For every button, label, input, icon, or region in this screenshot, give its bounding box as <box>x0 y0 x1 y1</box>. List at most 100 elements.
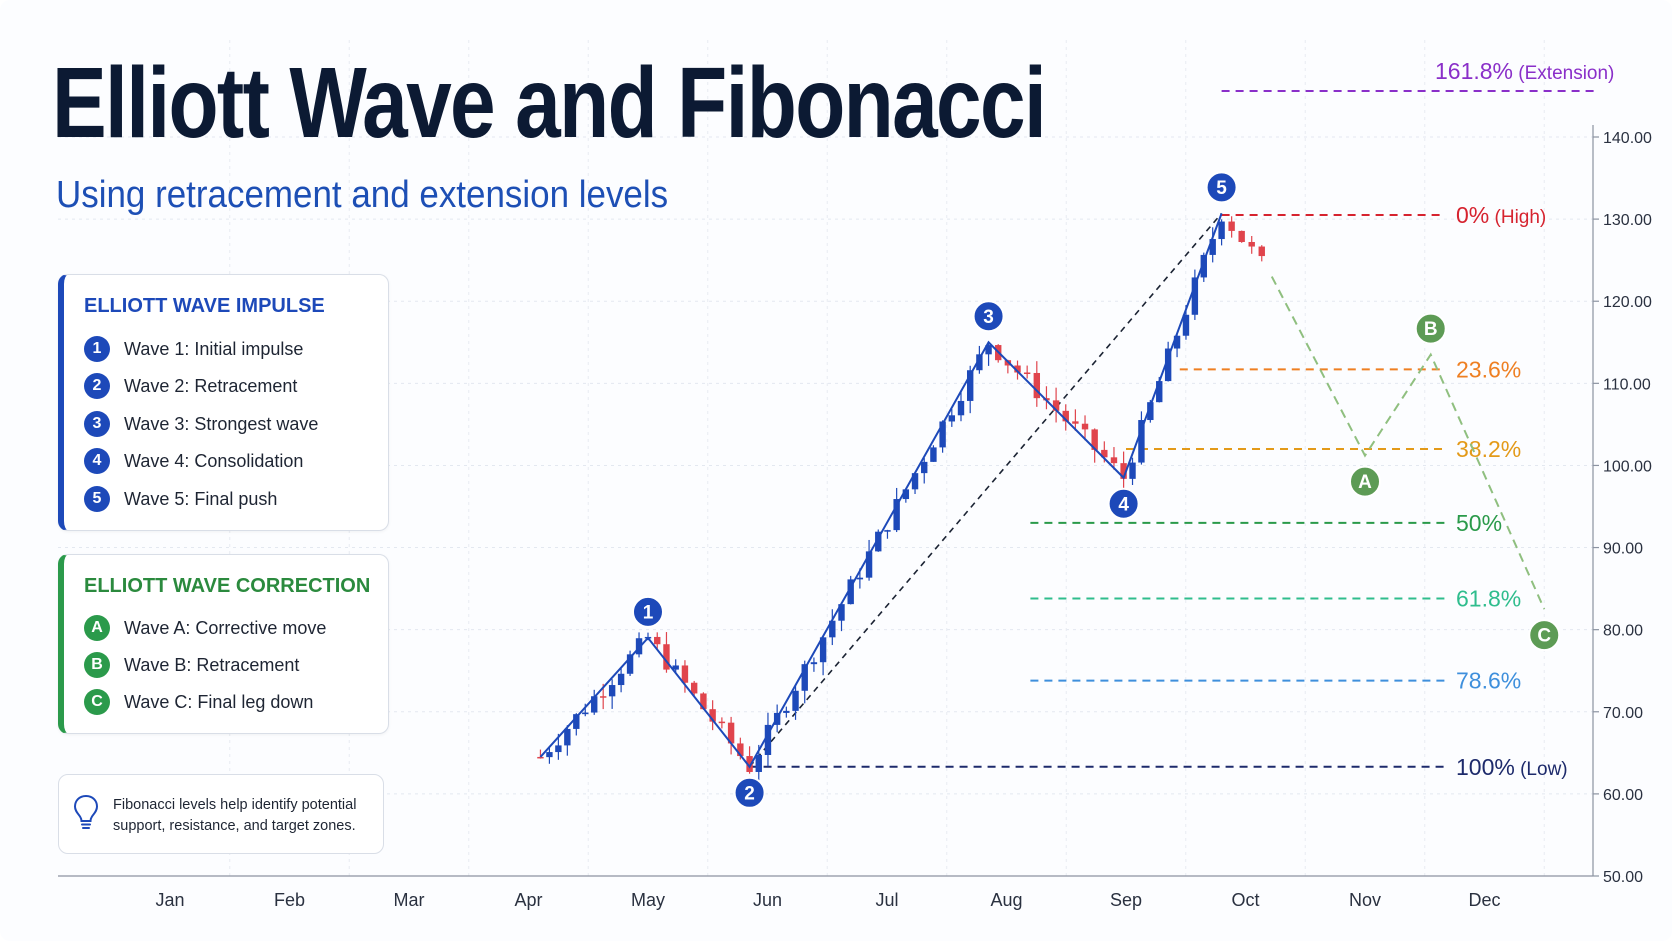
candle-body <box>1081 423 1089 430</box>
candle-body <box>1138 420 1145 463</box>
candle-body <box>1033 372 1041 399</box>
lightbulb-icon <box>73 794 99 829</box>
legend-item-wave-1: 1 Wave 1: Initial impulse <box>84 335 303 363</box>
impulse-wave-path <box>539 213 1223 769</box>
candle-body <box>663 644 670 670</box>
legend-item-wave-3: 3 Wave 3: Strongest wave <box>84 410 318 438</box>
candle-body <box>948 415 956 422</box>
candle-body <box>1147 402 1154 421</box>
legend-item-label: Wave 1: Initial impulse <box>124 338 304 359</box>
candle-body <box>1248 241 1255 247</box>
wave-1-badge: 1 <box>84 336 110 362</box>
candle-body <box>875 531 882 552</box>
correction-legend-panel: ELLIOTT WAVE CORRECTION A Wave A: Correc… <box>58 554 389 734</box>
candle-body <box>893 499 900 531</box>
impulse-legend-panel: ELLIOTT WAVE IMPULSE 1 Wave 1: Initial i… <box>58 274 389 531</box>
candle-body <box>810 662 818 665</box>
fib-level-label: 78.6% <box>1456 668 1521 694</box>
wave-3-badge: 3 <box>84 411 110 437</box>
candle-body <box>727 722 735 744</box>
x-tick-label: Oct <box>1231 890 1259 910</box>
trend-line <box>748 212 1223 768</box>
wave-c-marker <box>1528 619 1561 652</box>
candle-body <box>1110 457 1118 464</box>
candle-body <box>911 473 919 490</box>
candle-body <box>884 530 891 532</box>
candle-body <box>902 489 910 500</box>
candle-body <box>966 370 974 401</box>
candle-body <box>921 461 928 474</box>
x-tick-label: Jun <box>753 890 782 910</box>
legend-item-label: Wave 5: Final push <box>124 488 278 509</box>
candle-body <box>1101 449 1108 458</box>
wave-a-badge: A <box>84 615 110 641</box>
x-tick-label: Apr <box>514 890 542 910</box>
legend-item-wave-5: 5 Wave 5: Final push <box>84 485 277 513</box>
candle-body <box>792 690 799 711</box>
wave-4-marker <box>1107 487 1140 520</box>
x-tick-label: Aug <box>990 890 1022 910</box>
candle-body <box>746 756 753 772</box>
wave-a-marker-label: A <box>1358 472 1372 493</box>
candle-body <box>626 654 634 674</box>
wave-3-marker-label: 3 <box>983 307 994 328</box>
candle-body <box>976 354 983 371</box>
legend-item-label: Wave A: Corrective move <box>124 617 327 638</box>
candle-body <box>564 728 571 746</box>
candle-body <box>847 579 854 605</box>
wave-4-marker-label: 4 <box>1118 494 1129 515</box>
legend-item-label: Wave B: Retracement <box>124 654 300 675</box>
candle-body <box>930 447 937 462</box>
x-tick-label: May <box>631 890 665 910</box>
candle-body <box>838 604 845 621</box>
y-tick-label: 80.00 <box>1603 623 1643 640</box>
candle-body <box>1052 400 1060 411</box>
x-tick-label: Feb <box>274 890 305 910</box>
y-tick-label: 110.00 <box>1603 376 1651 393</box>
candle-body <box>1209 239 1216 255</box>
wave-b-badge: B <box>84 652 110 678</box>
candle-body <box>1191 277 1199 315</box>
candle-body <box>599 696 607 698</box>
fib-level-label: 50% <box>1456 510 1502 536</box>
wave-5-marker <box>1205 171 1238 204</box>
fib-level-label: 61.8% <box>1456 585 1521 611</box>
legend-item-label: Wave 3: Strongest wave <box>124 413 319 434</box>
candle-body <box>1164 348 1172 382</box>
candle-body <box>1120 463 1127 479</box>
legend-item-label: Wave C: Final leg down <box>124 691 314 712</box>
x-tick-label: Jul <box>875 890 898 910</box>
y-tick-label: 140.00 <box>1603 130 1652 147</box>
candle-body <box>1129 462 1136 479</box>
x-tick-label: Nov <box>1349 890 1381 910</box>
candle-body <box>582 712 589 715</box>
candle-body <box>573 714 580 729</box>
candle-body <box>718 721 726 724</box>
wave-5-marker-label: 5 <box>1216 178 1227 199</box>
candle-body <box>681 665 689 683</box>
legend-item-wave-b: B Wave B: Retracement <box>84 651 299 679</box>
legend-item-label: Wave 2: Retracement <box>124 375 298 396</box>
page-subtitle: Using retracement and extension levels <box>56 174 669 216</box>
y-tick-label: 90.00 <box>1603 541 1643 558</box>
wave-2-badge: 2 <box>84 373 110 399</box>
legend-item-wave-4: 4 Wave 4: Consolidation <box>84 447 303 475</box>
candle-body <box>783 710 790 713</box>
fib-level-label: 100% (Low) <box>1456 754 1568 780</box>
wave-c-badge: C <box>84 689 110 715</box>
legend-item-wave-2: 2 Wave 2: Retracement <box>84 372 297 400</box>
candle-body <box>1173 335 1181 349</box>
candle-body <box>591 696 598 713</box>
candle-body <box>737 743 744 757</box>
candle-body <box>1023 372 1031 375</box>
y-tick-label: 50.00 <box>1603 869 1643 886</box>
candle-body <box>819 637 827 663</box>
wave-2-marker-label: 2 <box>744 783 755 804</box>
candle-body <box>1091 429 1098 450</box>
x-tick-label: Mar <box>394 890 425 910</box>
candle-body <box>1062 410 1069 422</box>
fib-level-label: 23.6% <box>1456 356 1521 382</box>
wave-5-badge: 5 <box>84 486 110 512</box>
